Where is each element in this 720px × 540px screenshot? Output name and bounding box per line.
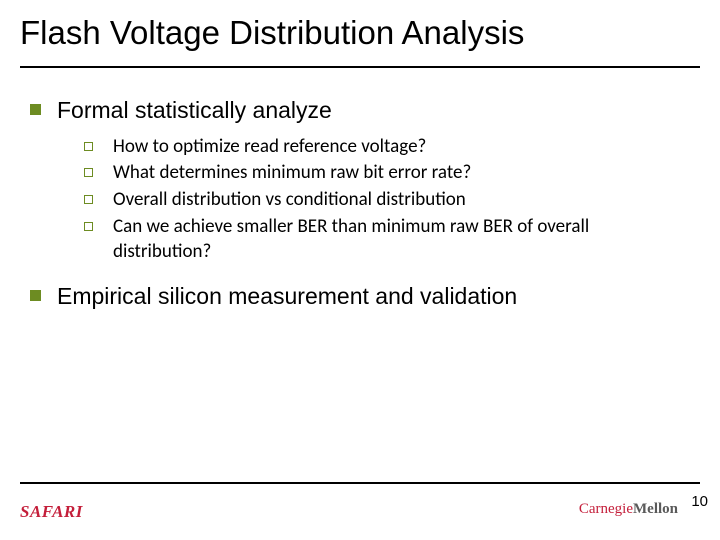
slide-container: Flash Voltage Distribution Analysis Form… [0, 0, 720, 540]
page-number: 10 [691, 493, 708, 510]
square-filled-icon [30, 104, 41, 115]
title-divider [20, 66, 700, 68]
bullet-level2: How to optimize read reference voltage? [84, 135, 690, 160]
square-outline-icon [84, 222, 93, 231]
sub-bullet-text: Overall distribution vs conditional dist… [107, 188, 466, 213]
bullet-level2: Can we achieve smaller BER than minimum … [84, 215, 690, 264]
logo-mellon: Mellon [633, 501, 678, 517]
square-outline-icon [84, 142, 93, 151]
sub-bullet-text: What determines minimum raw bit error ra… [107, 161, 471, 186]
square-outline-icon [84, 168, 93, 177]
sub-bullet-text: Can we achieve smaller BER than minimum … [107, 215, 690, 264]
carnegie-mellon-logo: CarnegieMellon [579, 501, 678, 518]
logo-carnegie: Carnegie [579, 501, 633, 517]
content-area: Formal statistically analyze How to opti… [30, 96, 690, 321]
safari-logo: SAFARI [20, 502, 83, 522]
footer-divider [20, 482, 700, 484]
sub-bullet-text: How to optimize read reference voltage? [107, 135, 426, 160]
slide-title: Flash Voltage Distribution Analysis [20, 14, 700, 52]
bullet-text: Formal statistically analyze [57, 96, 332, 125]
bullet-level1: Empirical silicon measurement and valida… [30, 282, 690, 311]
bullet-level2: Overall distribution vs conditional dist… [84, 188, 690, 213]
square-filled-icon [30, 290, 41, 301]
square-outline-icon [84, 195, 93, 204]
sub-bullet-list: How to optimize read reference voltage? … [84, 135, 690, 264]
bullet-level2: What determines minimum raw bit error ra… [84, 161, 690, 186]
bullet-level1: Formal statistically analyze [30, 96, 690, 125]
bullet-text: Empirical silicon measurement and valida… [57, 282, 517, 311]
